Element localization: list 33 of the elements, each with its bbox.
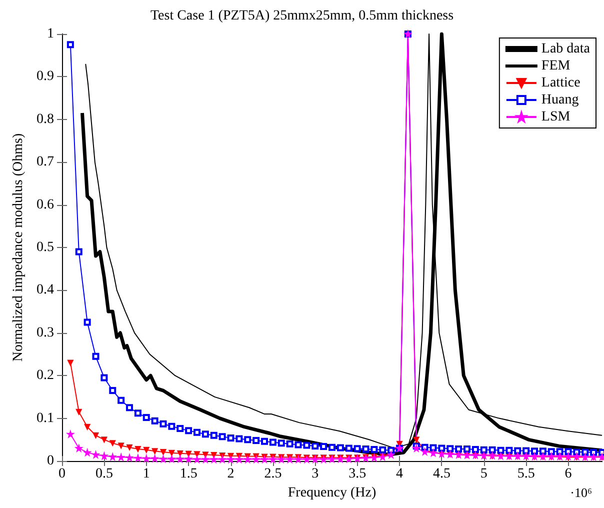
text: ·10⁶ [570,485,592,500]
y-tick-label: 0.3 [36,325,54,340]
x-tick-label: 0.5 [95,466,113,482]
y-tick-label: 1 [47,26,54,42]
x-axis-title: Frequency (Hz) [288,485,376,500]
y-tick-label: 0.4 [36,282,54,298]
x-tick-label: 5 [480,466,488,482]
x-tick-label: 1 [142,466,150,482]
y-tick-label: 0.5 [36,240,54,255]
y-tick-label: 0.6 [36,197,54,212]
y-tick-label: 0.1 [36,410,54,426]
x-tick-label: 3 [312,466,319,482]
y-tick-label: 0.9 [36,69,54,84]
y-tick-label: 0.8 [36,112,54,127]
x-tick-label: 0 [58,466,66,482]
legend-label: Lab data [541,42,591,56]
x-tick-label: 4 [396,466,403,482]
x-tick-label: 1.5 [180,466,198,482]
legend-label: LSM [541,110,571,124]
x-tick-label: 2.5 [264,466,282,482]
x-tick-label: 2 [227,466,234,482]
y-tick-label: 0.2 [36,368,54,384]
x-tick-label: 6 [564,466,572,482]
y-axis-title: Normalized impedance modulus (Ohms) [11,133,26,362]
legend-label: Huang [541,92,579,108]
y-tick-label: 0.7 [36,154,54,170]
legend-label: FEM [541,58,571,74]
x-tick-label: 3.5 [348,466,366,482]
chart-title: Test Case 1 (PZT5A) 25mmx25mm, 0.5mm thickness [150,8,454,24]
y-tick-label: 0 [47,454,54,468]
x-tick-label: 4.5 [432,466,450,482]
legend-label: Lattice [541,76,580,90]
x-tick-label: 5.5 [517,466,535,482]
